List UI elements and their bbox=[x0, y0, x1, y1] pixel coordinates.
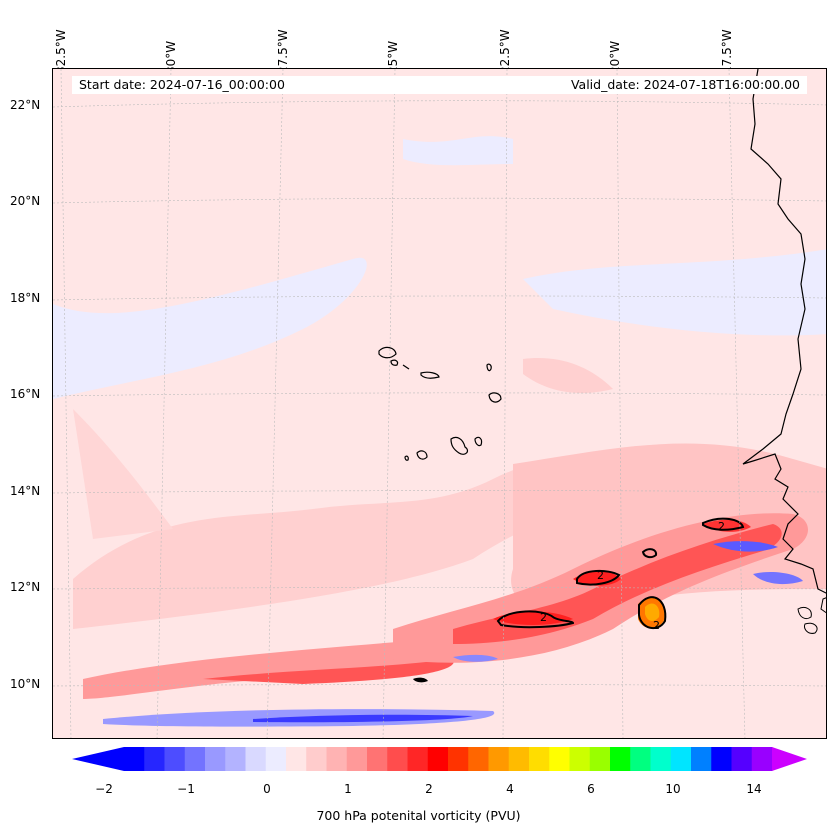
cabo-verde-islands bbox=[378, 346, 502, 461]
colorbar-cell bbox=[144, 747, 165, 771]
neg-pv-streak bbox=[713, 541, 778, 552]
colorbar-cell bbox=[367, 747, 388, 771]
colorbar-tick-label: 1 bbox=[344, 782, 352, 796]
lat-label: 16°N bbox=[10, 387, 41, 401]
colorbar-cell bbox=[448, 747, 469, 771]
low-pv-patch bbox=[403, 136, 513, 166]
contour-label: 2 bbox=[718, 520, 725, 533]
pv-contour bbox=[413, 677, 428, 683]
colorbar-cell bbox=[205, 747, 226, 771]
colorbar-cell bbox=[589, 747, 611, 771]
colorbar-tick-label: −1 bbox=[177, 782, 195, 796]
colorbar-cell bbox=[508, 747, 530, 771]
colorbar-cell bbox=[245, 747, 267, 771]
pv-max bbox=[493, 611, 573, 625]
graticule bbox=[53, 69, 826, 738]
coastline bbox=[742, 69, 826, 594]
colorbar-cell bbox=[407, 747, 429, 771]
colorbar-cell bbox=[387, 747, 408, 771]
contour-label: 2 bbox=[540, 611, 547, 624]
neg-pv-streak bbox=[753, 571, 803, 585]
colorbar-cell bbox=[225, 747, 246, 771]
colorbar-extend-high bbox=[772, 747, 807, 771]
colorbar-title: 700 hPa potenital vorticity (PVU) bbox=[316, 808, 521, 823]
pv-band bbox=[203, 659, 454, 684]
colorbar-cell bbox=[711, 747, 732, 771]
colorbar-cell bbox=[569, 747, 591, 771]
pv-max bbox=[645, 603, 660, 621]
low-pv-patch bbox=[523, 249, 826, 336]
colorbar-cell bbox=[184, 747, 206, 771]
colorbar-cell bbox=[124, 747, 145, 771]
colorbar-tick-label: 0 bbox=[263, 782, 271, 796]
colorbar-cell bbox=[751, 747, 773, 771]
contour-label: 2 bbox=[597, 569, 604, 582]
colorbar-cell bbox=[610, 747, 631, 771]
colorbar-tick-label: 4 bbox=[506, 782, 514, 796]
lat-label: 18°N bbox=[10, 291, 41, 305]
date-annotation: Start date: 2024-07-16_00:00:00 Valid_da… bbox=[72, 76, 807, 94]
pv-band bbox=[523, 358, 613, 394]
lat-label: 20°N bbox=[10, 194, 41, 208]
colorbar-cell bbox=[529, 747, 550, 771]
colorbar-cell bbox=[326, 747, 348, 771]
colorbar-cell bbox=[691, 747, 712, 771]
colorbar-extend-low bbox=[72, 747, 124, 771]
colorbar-tick-label: −2 bbox=[95, 782, 113, 796]
colorbar-cell bbox=[670, 747, 692, 771]
colorbar-tick-label: 2 bbox=[425, 782, 433, 796]
colorbar-cell bbox=[164, 747, 186, 771]
start-date: Start date: 2024-07-16_00:00:00 bbox=[79, 77, 285, 92]
pv-2-contours bbox=[496, 517, 745, 630]
lat-label: 22°N bbox=[10, 98, 41, 112]
colorbar bbox=[72, 747, 807, 771]
low-pv-patch bbox=[53, 257, 367, 399]
contour-label: 2 bbox=[653, 619, 660, 632]
lat-label: 10°N bbox=[10, 677, 41, 691]
colorbar-cell bbox=[488, 747, 510, 771]
colorbar-cell bbox=[286, 747, 307, 771]
valid-date: Valid_date: 2024-07-18T16:00:00.00 bbox=[570, 77, 800, 92]
bissagos-islands bbox=[797, 597, 826, 634]
colorbar-tick-label: 6 bbox=[587, 782, 595, 796]
colorbar-cell bbox=[265, 747, 287, 771]
colorbar-cell bbox=[630, 747, 651, 771]
colorbar-cell bbox=[306, 747, 327, 771]
pv-map: 2 2 2 2 bbox=[52, 68, 827, 739]
pv-band bbox=[73, 409, 173, 539]
pv-field: 2 2 2 2 bbox=[53, 69, 826, 738]
neg-pv-streak bbox=[453, 654, 498, 662]
colorbar-tick-label: 14 bbox=[746, 782, 762, 796]
colorbar-cell bbox=[650, 747, 672, 771]
colorbar-tick-label: 10 bbox=[665, 782, 681, 796]
colorbar-cell bbox=[731, 747, 753, 771]
lat-label: 12°N bbox=[10, 580, 41, 594]
lat-label: 14°N bbox=[10, 484, 41, 498]
colorbar-cells bbox=[124, 747, 773, 771]
colorbar-cell bbox=[468, 747, 489, 771]
neg-pv-streak bbox=[253, 714, 473, 723]
colorbar-cell bbox=[427, 747, 449, 771]
colorbar-cell bbox=[346, 747, 368, 771]
colorbar-cell bbox=[549, 747, 570, 771]
